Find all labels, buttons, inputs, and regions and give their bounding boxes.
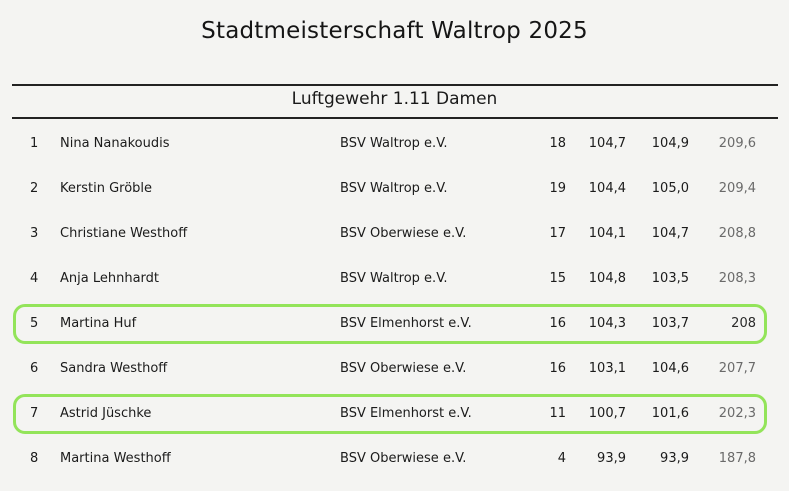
club-cell: BSV Waltrop e.V. [340,181,448,196]
series2-cell: 93,9 [660,451,689,466]
name-cell: Astrid Jüschke [60,406,152,421]
result-row: 8 Martina Westhoff BSV Oberwiese e.V. 4 … [0,447,789,471]
highlight-box-rank-5 [13,304,767,344]
result-row: 7 Astrid Jüschke BSV Elmenhorst e.V. 11 … [0,402,789,426]
name-cell: Nina Nanakoudis [60,136,170,151]
rank-cell: 4 [30,271,39,286]
name-cell: Kerstin Gröble [60,181,153,196]
series1-cell: 104,8 [588,271,626,286]
number-cell: 16 [549,316,566,331]
series1-cell: 93,9 [597,451,626,466]
name-cell: Christiane Westhoff [60,226,188,241]
name-cell: Anja Lehnhardt [60,271,160,286]
total-cell: 208,8 [718,226,756,241]
rank-cell: 1 [30,136,39,151]
document-title: Stadtmeisterschaft Waltrop 2025 [201,18,588,44]
series1-cell: 104,1 [588,226,626,241]
series2-cell: 104,7 [651,226,689,241]
result-row: 2 Kerstin Gröble BSV Waltrop e.V. 19 104… [0,177,789,201]
result-row: 6 Sandra Westhoff BSV Oberwiese e.V. 16 … [0,357,789,381]
result-row: 1 Nina Nanakoudis BSV Waltrop e.V. 18 10… [0,132,789,156]
name-cell: Sandra Westhoff [60,361,168,376]
club-cell: BSV Oberwiese e.V. [340,361,467,376]
name-cell: Martina Huf [60,316,137,331]
rank-cell: 2 [30,181,39,196]
series2-cell: 101,6 [651,406,689,421]
number-cell: 15 [549,271,566,286]
number-cell: 18 [549,136,566,151]
series2-cell: 104,6 [651,361,689,376]
result-row: 4 Anja Lehnhardt BSV Waltrop e.V. 15 104… [0,267,789,291]
highlight-box-rank-7 [13,394,767,434]
number-cell: 4 [557,451,566,466]
number-cell: 19 [549,181,566,196]
total-cell: 208 [731,316,756,331]
total-cell: 207,7 [718,361,756,376]
category-heading: Luftgewehr 1.11 Damen [291,89,498,109]
number-cell: 11 [549,406,566,421]
series2-cell: 105,0 [651,181,689,196]
series1-cell: 104,7 [588,136,626,151]
club-cell: BSV Elmenhorst e.V. [340,316,472,331]
series1-cell: 104,3 [588,316,626,331]
rank-cell: 7 [30,406,39,421]
club-cell: BSV Waltrop e.V. [340,271,448,286]
series1-cell: 100,7 [588,406,626,421]
total-cell: 202,3 [718,406,756,421]
rank-cell: 5 [30,316,39,331]
series1-cell: 104,4 [588,181,626,196]
club-cell: BSV Elmenhorst e.V. [340,406,472,421]
club-cell: BSV Oberwiese e.V. [340,226,467,241]
total-cell: 209,4 [718,181,756,196]
total-cell: 208,3 [718,271,756,286]
number-cell: 17 [549,226,566,241]
rank-cell: 3 [30,226,39,241]
series2-cell: 103,5 [651,271,689,286]
series2-cell: 104,9 [651,136,689,151]
name-cell: Martina Westhoff [60,451,171,466]
divider-bottom [12,117,778,119]
series1-cell: 103,1 [588,361,626,376]
result-row: 5 Martina Huf BSV Elmenhorst e.V. 16 104… [0,312,789,336]
club-cell: BSV Oberwiese e.V. [340,451,467,466]
rank-cell: 8 [30,451,39,466]
series2-cell: 103,7 [651,316,689,331]
total-cell: 187,8 [718,451,756,466]
result-row: 3 Christiane Westhoff BSV Oberwiese e.V.… [0,222,789,246]
number-cell: 16 [549,361,566,376]
rank-cell: 6 [30,361,39,376]
club-cell: BSV Waltrop e.V. [340,136,448,151]
divider-top [12,84,778,86]
total-cell: 209,6 [718,136,756,151]
